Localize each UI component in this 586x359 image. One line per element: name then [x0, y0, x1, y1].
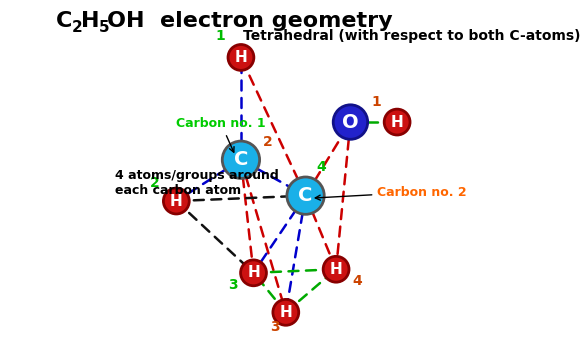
Text: O: O	[342, 113, 359, 131]
Circle shape	[384, 109, 410, 135]
Text: 2: 2	[149, 176, 159, 190]
Text: Carbon no. 2: Carbon no. 2	[315, 186, 467, 200]
Circle shape	[323, 256, 349, 282]
Text: H: H	[247, 265, 260, 280]
Text: 5: 5	[98, 20, 109, 35]
Text: C: C	[298, 186, 313, 205]
Text: 4 atoms/groups around
each carbon atom: 4 atoms/groups around each carbon atom	[115, 169, 279, 197]
Text: C: C	[234, 150, 248, 169]
Text: Tetrahedral (with respect to both C-atoms): Tetrahedral (with respect to both C-atom…	[243, 29, 581, 43]
Text: C: C	[56, 11, 72, 31]
Text: H: H	[391, 115, 404, 130]
Text: H: H	[234, 50, 247, 65]
Text: 2: 2	[263, 135, 272, 149]
Circle shape	[222, 141, 260, 178]
Text: 4: 4	[316, 160, 326, 174]
Text: 3: 3	[270, 321, 280, 334]
Circle shape	[241, 260, 267, 286]
Text: H: H	[81, 11, 100, 31]
Circle shape	[287, 177, 324, 214]
Text: 2: 2	[72, 20, 83, 35]
Text: Carbon no. 1: Carbon no. 1	[176, 117, 266, 152]
Text: 4: 4	[353, 274, 362, 288]
Text: OH  electron geometry: OH electron geometry	[107, 11, 393, 31]
Circle shape	[163, 188, 189, 214]
Text: 1: 1	[215, 29, 225, 43]
Circle shape	[273, 299, 299, 325]
Circle shape	[333, 105, 367, 139]
Text: H: H	[170, 194, 183, 209]
Circle shape	[228, 45, 254, 70]
Text: 3: 3	[228, 279, 237, 292]
Text: H: H	[280, 305, 292, 320]
Text: H: H	[330, 262, 342, 277]
Text: 1: 1	[372, 95, 381, 109]
